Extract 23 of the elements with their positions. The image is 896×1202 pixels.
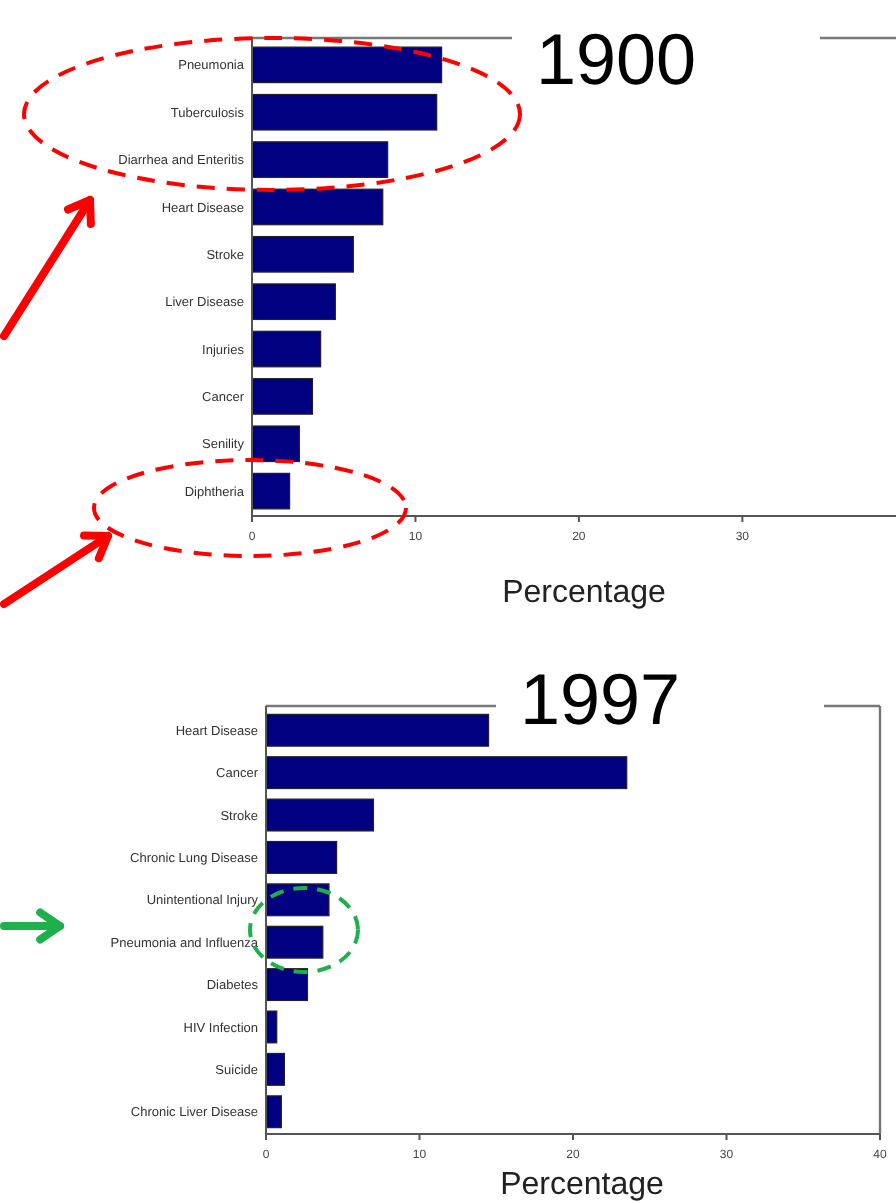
bar	[251, 93, 438, 131]
x-axis-title: Percentage	[502, 576, 667, 610]
bar	[265, 1095, 282, 1129]
bar	[265, 756, 628, 790]
bar	[251, 188, 384, 226]
bar	[265, 713, 490, 747]
bar	[265, 1052, 286, 1086]
bar	[251, 141, 389, 178]
bar	[251, 235, 354, 273]
bar	[251, 330, 322, 368]
bar	[265, 840, 338, 874]
chart-title: 1900	[535, 18, 697, 100]
bar	[251, 425, 300, 463]
bar	[265, 883, 330, 917]
bar	[251, 472, 291, 510]
bar	[265, 925, 324, 959]
bar	[251, 283, 336, 321]
bar	[265, 968, 309, 1002]
bar	[251, 46, 443, 84]
chart-title: 1997	[519, 658, 681, 740]
bar	[251, 378, 314, 415]
bar	[265, 798, 375, 832]
x-axis-title: Percentage	[500, 1168, 665, 1202]
